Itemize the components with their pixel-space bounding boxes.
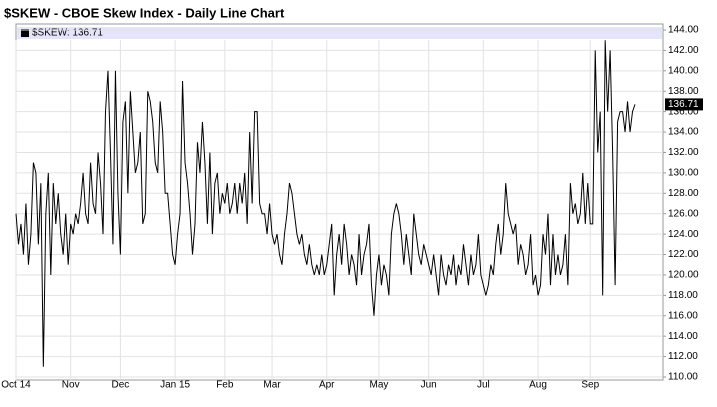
y-tick-label: 132.00 xyxy=(668,147,699,158)
y-tick-label: 116.00 xyxy=(668,310,698,321)
last-value-label: 136.71 xyxy=(668,99,699,110)
x-tick-label: Feb xyxy=(216,380,234,391)
y-tick-label: 144.00 xyxy=(668,25,699,36)
x-tick-label: Dec xyxy=(112,380,130,391)
y-tick-label: 134.00 xyxy=(668,127,699,138)
legend-band xyxy=(17,27,662,39)
y-tick-label: 126.00 xyxy=(668,208,699,219)
y-tick-label: 140.00 xyxy=(668,65,699,76)
last-value-box xyxy=(665,98,703,111)
x-tick-label: May xyxy=(369,380,388,391)
y-tick-label: 114.00 xyxy=(668,331,698,342)
y-tick-label: 136.00 xyxy=(668,106,699,117)
x-tick-label: Aug xyxy=(529,380,547,391)
y-tick-label: 128.00 xyxy=(668,188,699,199)
x-tick-label: Jan 15 xyxy=(160,380,190,391)
series-line xyxy=(15,40,636,367)
y-tick-label: 130.00 xyxy=(668,168,699,179)
plot-frame xyxy=(15,23,664,381)
x-tick-label: Jun xyxy=(421,380,437,391)
x-tick-label: Jul xyxy=(477,380,490,391)
y-tick-label: 118.00 xyxy=(668,290,698,301)
y-tick-label: 112.00 xyxy=(668,351,698,362)
y-tick-label: 120.00 xyxy=(668,270,699,281)
x-tick-label: Oct 14 xyxy=(1,380,31,391)
y-tick-label: 142.00 xyxy=(668,45,699,56)
plot: 110.00 112.00 114.00 116.00 118.00 120.00 122.… xyxy=(1,25,703,391)
legend-swatch xyxy=(21,29,29,37)
x-tick-label: Nov xyxy=(62,380,80,391)
y-tick-label: 138.00 xyxy=(668,86,699,97)
y-tick-label: 110.00 xyxy=(668,372,698,383)
legend-label: $SKEW: 136.71 xyxy=(32,28,103,39)
x-tick-label: Sep xyxy=(581,380,599,391)
x-tick-label: Apr xyxy=(319,380,335,391)
chart-title: $SKEW - CBOE Skew Index - Daily Line Cha… xyxy=(4,5,285,20)
y-tick-label: 122.00 xyxy=(668,249,699,260)
x-tick-label: Mar xyxy=(263,380,281,391)
y-tick-label: 124.00 xyxy=(668,229,699,240)
